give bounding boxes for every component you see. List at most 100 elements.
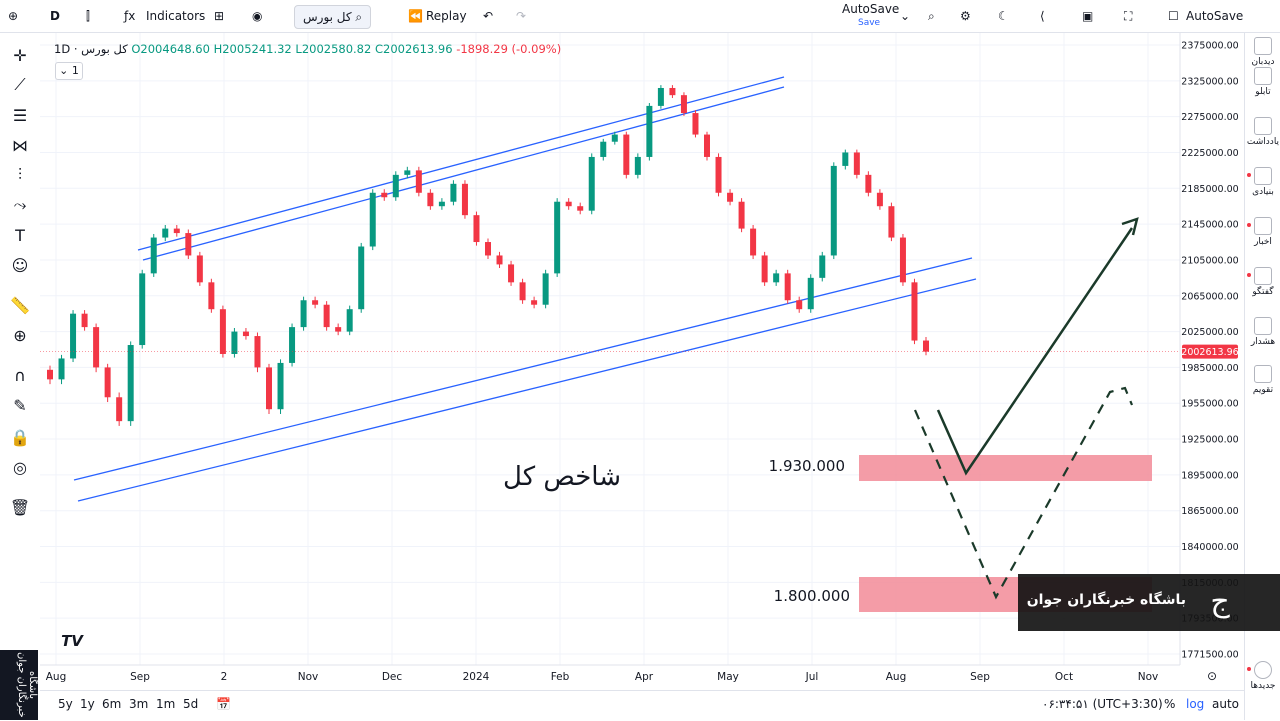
lower-channel-line-1 — [73, 257, 973, 481]
candle-body — [842, 152, 849, 166]
notification-dot — [1247, 223, 1251, 227]
eye-icon[interactable]: ◉ — [252, 9, 263, 23]
legend-high: H2005241.32 — [213, 42, 292, 56]
alerts-button[interactable]: هشدار — [1245, 317, 1280, 347]
y-tick-label: 1895000.00 — [1181, 470, 1238, 481]
candle-body — [415, 170, 422, 193]
calendar-button[interactable]: تقویم — [1245, 365, 1280, 395]
level-2-label: 1.800.000 — [774, 587, 850, 605]
lock-icon[interactable]: 🔒 — [10, 427, 30, 447]
agency-logo-icon: ج — [1210, 584, 1230, 619]
candle-body — [496, 255, 503, 265]
candle-body — [369, 192, 376, 247]
candle-body — [404, 170, 411, 175]
candle-body — [104, 367, 111, 398]
chevron-down-icon[interactable]: ⌄ — [900, 9, 911, 23]
candle-body — [485, 242, 491, 256]
candle-body — [830, 165, 837, 256]
board-button[interactable]: تابلو — [1245, 67, 1280, 97]
pane-collapse-button[interactable]: ⌄ 1 — [55, 62, 83, 80]
candle-body — [888, 206, 895, 238]
range-6m[interactable]: 6m — [102, 697, 122, 711]
watchlist-button[interactable]: دیدبان — [1245, 37, 1280, 67]
candle-body — [93, 327, 100, 368]
autosave-button[interactable]: AutoSave — [842, 2, 900, 16]
y-tick-label: 1865000.00 — [1181, 506, 1238, 517]
clock-time[interactable]: ۰۶:۳۴:۵۱ (UTC+3:30) — [1042, 697, 1163, 711]
visibility-icon[interactable]: ◎ — [13, 457, 27, 477]
autosave-right-label[interactable]: AutoSave — [1186, 9, 1244, 23]
crosshair-icon[interactable]: ✛ — [13, 45, 27, 65]
fib-icon[interactable]: ⫶ — [17, 165, 22, 184]
candle-body — [819, 255, 826, 278]
lock-drawing-icon[interactable]: ✎ — [13, 395, 27, 415]
text-icon[interactable]: T — [15, 225, 25, 245]
go-to-date-icon[interactable]: 📅 — [216, 697, 231, 711]
x-tick-label: 2024 — [463, 671, 490, 683]
percent-toggle[interactable]: % — [1164, 697, 1176, 711]
y-tick-label: 1840000.00 — [1181, 542, 1238, 553]
tradingview-logo-icon: 𝙏𝙑 — [61, 632, 84, 650]
candle-body — [923, 340, 929, 352]
x-tick-label: Jul — [805, 671, 819, 683]
fundamental-button[interactable]: بنیادی — [1245, 167, 1280, 197]
trendline-icon[interactable]: ⟋ — [14, 75, 26, 94]
undo-icon[interactable]: ↶ — [483, 9, 494, 23]
log-toggle[interactable]: log — [1186, 697, 1205, 711]
share-icon[interactable]: ⟨ — [1040, 9, 1045, 23]
candle-body — [127, 345, 134, 422]
auto-toggle[interactable]: auto — [1212, 697, 1240, 711]
interval-button[interactable]: D — [50, 9, 60, 23]
horizontal-lines-icon[interactable]: ☰ — [12, 105, 28, 125]
price-chart[interactable]: 1.930.000 1.800.000 شاخص کل 2375000.00 23… — [40, 33, 1244, 690]
fundamental-icon — [1254, 167, 1272, 185]
candle-body — [508, 264, 515, 283]
pattern-icon[interactable]: ⋈ — [12, 135, 28, 155]
indicators-icon[interactable]: ƒx — [124, 9, 136, 23]
x-tick-label: Oct — [1055, 671, 1073, 683]
replay-icon[interactable]: ⏪ — [408, 9, 423, 23]
chat-button[interactable]: گفتگو — [1245, 267, 1280, 297]
candle-body — [680, 95, 687, 114]
magnet-icon[interactable]: ∩ — [14, 365, 26, 385]
range-5y[interactable]: 5y — [58, 697, 73, 711]
notes-button[interactable]: یادداشت — [1245, 117, 1280, 147]
candle-body — [600, 141, 607, 157]
candle-body — [300, 300, 307, 328]
whats-new-button[interactable]: جدیدها — [1245, 661, 1280, 691]
candle-type-icon[interactable]: ⫿ — [86, 9, 90, 23]
ruler-icon[interactable]: 📏 — [10, 295, 30, 315]
range-1y[interactable]: 1y — [80, 697, 95, 711]
range-5d[interactable]: 5d — [183, 697, 199, 711]
news-button[interactable]: اخبار — [1245, 217, 1280, 247]
candle-body — [381, 192, 388, 198]
snapshot-icon[interactable]: ▣ — [1082, 9, 1094, 23]
path-icon[interactable]: ⤳ — [13, 195, 27, 214]
x-tick-label: Apr — [635, 671, 654, 683]
board-label: تابلو — [1255, 87, 1271, 97]
x-tick-label: 2 — [221, 671, 228, 683]
templates-icon[interactable]: ⊞ — [214, 9, 225, 23]
indicators-button[interactable]: Indicators — [146, 9, 206, 23]
autosave-checkbox[interactable]: ☐ — [1168, 9, 1179, 23]
emoji-icon[interactable]: ☺ — [11, 255, 29, 275]
moon-icon[interactable]: ☾ — [998, 9, 1009, 23]
fullscreen-icon[interactable]: ⛶ — [1124, 9, 1133, 23]
zoom-search-icon[interactable]: ⌕ — [928, 9, 935, 23]
axis-settings-icon[interactable]: ⊙ — [1207, 669, 1217, 683]
notes-icon — [1254, 117, 1272, 135]
alerts-label: هشدار — [1250, 337, 1276, 347]
candle-body — [242, 331, 249, 337]
range-1m[interactable]: 1m — [156, 697, 176, 711]
zoom-in-icon[interactable]: ⊕ — [13, 325, 27, 345]
trash-icon[interactable]: 🗑 — [9, 497, 31, 517]
replay-button[interactable]: Replay — [426, 9, 467, 23]
range-3m[interactable]: 3m — [129, 697, 149, 711]
legend-close: C2002613.96 — [374, 42, 453, 56]
chat-icon — [1254, 267, 1272, 285]
symbol-search[interactable]: ⌕ کل بورس — [294, 5, 372, 29]
gear-icon[interactable]: ⚙ — [960, 9, 971, 23]
y-tick-label: 1955000.00 — [1181, 399, 1238, 410]
x-tick-label: Dec — [382, 671, 403, 683]
add-icon[interactable]: ⊕ — [8, 9, 19, 23]
